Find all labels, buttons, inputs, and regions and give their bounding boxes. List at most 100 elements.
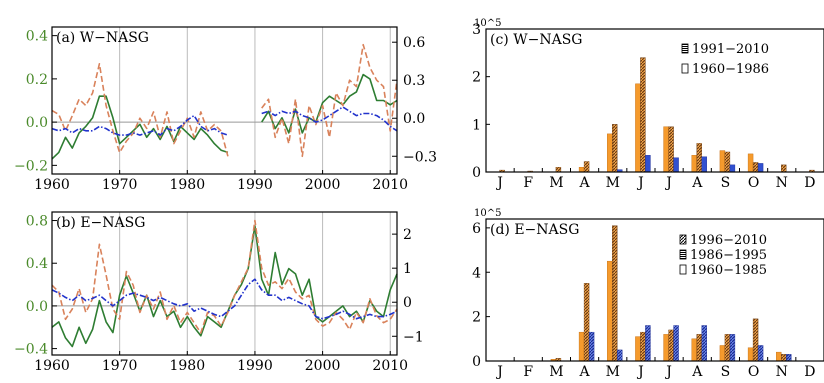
series-line-orange-dashed — [51, 43, 398, 158]
bar-orange-solid-O — [747, 153, 754, 173]
left-tick-label: 0.8 — [26, 214, 48, 230]
x-tick-label: 2010 — [372, 358, 408, 374]
x-tick-label: 1990 — [237, 177, 273, 193]
legend-entry: 1960−1986 — [692, 62, 769, 77]
bar-brown-hatched-A — [583, 161, 590, 173]
right-tick-label: −0.3 — [403, 149, 437, 165]
bar-brown-hatched-S — [724, 334, 731, 362]
bar-brown-hatched-M — [612, 124, 618, 173]
y-tick-label: 1 — [472, 117, 481, 133]
series-line-blue-dashdot — [51, 278, 398, 320]
bar-blue-solid-A — [701, 156, 707, 173]
legend-swatch — [679, 264, 687, 275]
x-tick-label-A: A — [579, 364, 591, 380]
bar-blue-hatched-J — [645, 325, 651, 362]
bar-brown-hatched-J — [668, 329, 674, 362]
y-tick-label: 0 — [472, 165, 481, 181]
x-tick-label-A: A — [691, 175, 703, 191]
bar-orange-solid-A — [578, 331, 585, 362]
legend-swatch — [681, 43, 689, 54]
left-tick-label: −0.2 — [14, 158, 48, 174]
bar-blue-solid-O — [757, 163, 764, 173]
bar-orange-solid-O — [747, 347, 754, 362]
x-tick-label-J: J — [495, 364, 503, 380]
left-tick-label: 0.4 — [26, 29, 48, 45]
x-tick-label-D: D — [804, 175, 815, 191]
x-tick-label: 1990 — [237, 358, 273, 374]
x-tick-label-M: M — [606, 364, 620, 380]
x-tick-label: 1970 — [102, 358, 138, 374]
x-tick-label-S: S — [721, 364, 731, 380]
plot-background — [486, 219, 824, 361]
right-tick-label: 1 — [403, 261, 412, 277]
bar-blue-hatched-M — [617, 349, 623, 362]
panel-title: (c) W−NASG — [490, 32, 582, 48]
bar-orange-solid-J — [635, 336, 641, 362]
x-tick-label: 1980 — [169, 358, 205, 374]
bar-brown-hatched-J — [668, 126, 674, 173]
bar-orange-solid-J — [663, 334, 669, 362]
left-tick-label: 0.0 — [26, 299, 48, 315]
left-tick-label: −0.4 — [14, 342, 48, 358]
x-tick-label-M: M — [549, 364, 563, 380]
x-tick-label-J: J — [636, 364, 644, 380]
x-tick-label-J: J — [636, 175, 644, 191]
legend-entry: 1991−2010 — [692, 42, 769, 57]
x-tick-label-F: F — [523, 175, 533, 191]
y-tick-label: 4 — [472, 265, 481, 281]
y-tick-label: 2 — [472, 310, 481, 326]
left-tick-label: 0.0 — [26, 115, 48, 131]
bar-blue-solid-S — [729, 164, 736, 173]
bar-orange-solid-N — [776, 351, 782, 362]
x-tick-label: 1960 — [34, 177, 70, 193]
bar-brown-hatched-M — [555, 167, 562, 173]
right-tick-label: 0 — [403, 295, 412, 311]
bar-blue-hatched-J — [673, 325, 679, 362]
bar-brown-hatched-O — [752, 162, 759, 173]
bar-brown-hatched-N — [781, 354, 787, 362]
bar-blue-solid-J — [673, 157, 679, 173]
left-tick-label: 0.4 — [26, 256, 48, 272]
bar-brown-hatched-J — [640, 57, 646, 173]
bar-blue-hatched-N — [786, 354, 792, 362]
legend-swatch — [679, 234, 687, 245]
y-scale-label: 10^5 — [474, 208, 501, 219]
legend-entry: 1986−1995 — [690, 248, 767, 263]
bar-orange-solid-J — [635, 83, 641, 173]
x-tick-label-S: S — [721, 175, 731, 191]
x-tick-label-J: J — [664, 175, 672, 191]
bar-blue-hatched-S — [729, 334, 736, 362]
panel-title: (b) E−NASG — [56, 215, 145, 231]
plot-background — [486, 29, 824, 172]
y-tick-label: 6 — [472, 221, 481, 237]
panel-a-w-nasg-timeseries: 0.4 0.2 0.0 −0.2 0.6 0.3 0.0 −0.3 1960 1970 1980 19… — [14, 26, 437, 193]
x-tick-label-M: M — [606, 175, 620, 191]
x-tick-label-J: J — [495, 175, 503, 191]
bar-brown-hatched-A — [583, 283, 590, 362]
right-tick-label: 0.0 — [403, 111, 425, 127]
x-tick-label: 2000 — [305, 177, 341, 193]
x-tick-label: 1970 — [102, 177, 138, 193]
bar-brown-hatched-A — [696, 143, 702, 173]
plot-frame — [51, 211, 398, 356]
bar-brown-hatched-O — [752, 318, 759, 362]
x-tick-label-N: N — [776, 364, 788, 380]
legend-entry: 1996−2010 — [690, 233, 767, 248]
x-tick-label: 2010 — [372, 177, 408, 193]
x-tick-label-A: A — [579, 175, 591, 191]
y-scale-label: 10^5 — [474, 18, 501, 29]
bar-orange-solid-M — [607, 260, 613, 362]
legend-swatch — [681, 63, 689, 74]
panel-title: (a) W−NASG — [56, 30, 149, 46]
bar-blue-hatched-A — [701, 325, 707, 362]
legend-swatch — [679, 249, 687, 260]
x-tick-label-F: F — [523, 364, 533, 380]
y-tick-label: 3 — [472, 22, 481, 38]
bar-orange-solid-J — [663, 126, 669, 173]
bar-brown-hatched-J — [640, 331, 646, 362]
bar-brown-hatched-S — [724, 151, 731, 173]
right-tick-label: 2 — [403, 227, 412, 243]
